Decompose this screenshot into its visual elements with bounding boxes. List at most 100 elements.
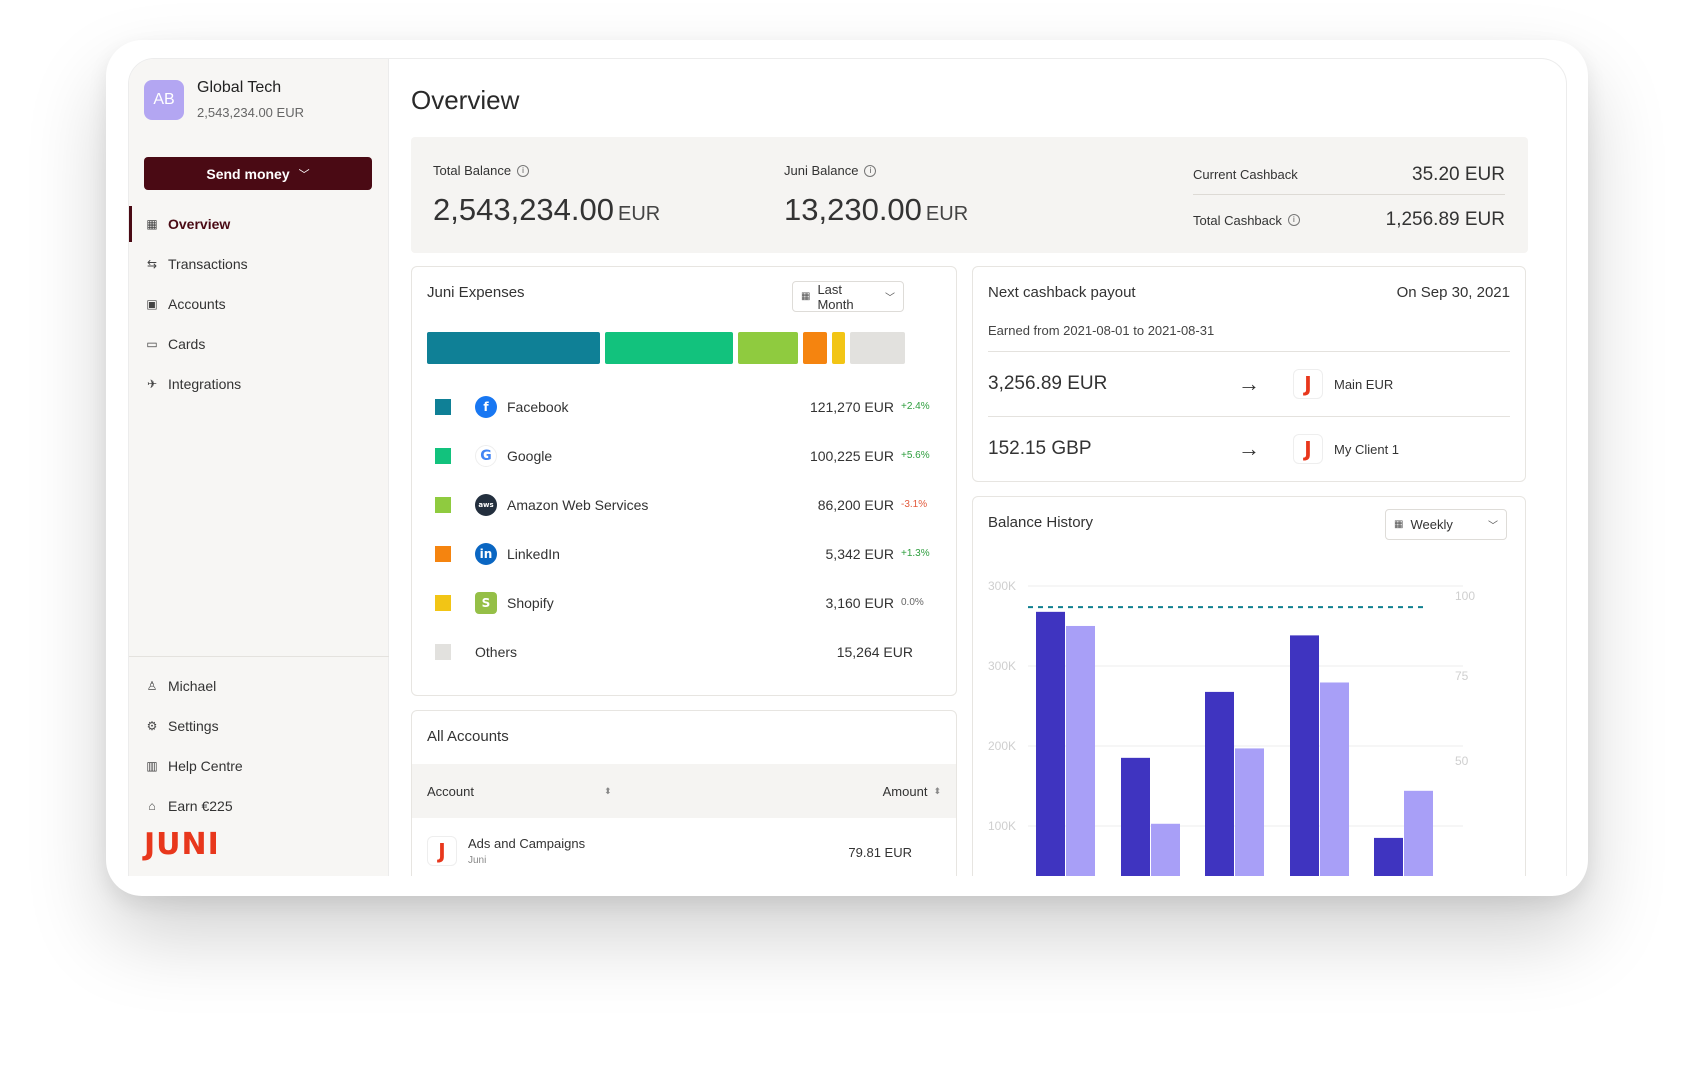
expenses-card: Juni Expenses ▦ Last Month ﹀ f Facebook 12… (411, 266, 957, 696)
sidebar-item-help[interactable]: ▥ Help Centre (129, 746, 389, 786)
cashback-payout-card: Next cashback payout On Sep 30, 2021 Ear… (972, 266, 1526, 482)
sidebar-item-label: Earn €225 (168, 798, 233, 814)
divider (988, 351, 1510, 352)
chart-bar[interactable] (1320, 682, 1349, 876)
expense-bar-segment (738, 332, 798, 364)
balance-history-chart: 300K 300K 200K 100K 100 75 50 (988, 579, 1475, 876)
sidebar-item-label: Accounts (168, 296, 226, 312)
list-item[interactable]: S Shopify 3,160 EUR 0.0% (427, 578, 927, 627)
sort-icon[interactable]: ⬍ (933, 785, 941, 796)
main-nav: ▦ Overview ⇆ Transactions ▣ Accounts ▭ Cards ✈ In… (129, 204, 389, 404)
chart-bar[interactable] (1374, 837, 1403, 876)
expense-change: +1.3% (901, 548, 930, 559)
calendar-icon: ▦ (801, 291, 811, 302)
expense-change: 0.0% (901, 597, 924, 608)
arrow-right-icon: → (1238, 436, 1260, 461)
expense-bar-segment (832, 332, 845, 364)
history-period-dropdown[interactable]: ▦ Weekly ﹀ (1385, 509, 1507, 540)
sidebar-item-cards[interactable]: ▭ Cards (129, 324, 389, 364)
organization-switcher[interactable]: AB Global Tech 2,543,234.00 EUR (144, 79, 304, 120)
amount-column-header[interactable]: Amount ⬍ (883, 784, 941, 799)
sidebar-item-integrations[interactable]: ✈ Integrations (129, 364, 389, 404)
payout-account[interactable]: My Client 1 (1334, 441, 1400, 457)
sidebar-item-michael[interactable]: ♙ Michael (129, 666, 389, 706)
list-item[interactable]: G Google 100,225 EUR +5.6% (427, 431, 930, 480)
send-money-button[interactable]: Send money ﹀ (144, 157, 372, 190)
y-tick-label: 200K (988, 739, 1016, 753)
table-row[interactable]: J Ads and Campaigns Juni 79.81 EUR (427, 831, 927, 871)
juni-balance-value: 13,230.00 (784, 192, 922, 227)
chart-bar[interactable] (1121, 757, 1150, 876)
divider (988, 416, 1510, 417)
chart-bar[interactable] (1290, 635, 1319, 876)
juni-account-icon: J (1293, 369, 1323, 399)
expenses-list: f Facebook 121,270 EUR +2.4% G Google 100,225 … (427, 382, 930, 676)
cashback-summary: Current Cashback 35.20 EUR Total Cashbac… (1193, 155, 1505, 239)
payout-account[interactable]: Main EUR (1334, 376, 1394, 392)
y2-tick-label: 50 (1455, 754, 1469, 768)
chevron-down-icon: ﹀ (1488, 521, 1498, 532)
main-content: Overview Total Balance i 2,543,234.00 EUR… (389, 59, 1566, 876)
sidebar-item-label: Help Centre (168, 758, 243, 774)
account-column-header[interactable]: Account (427, 784, 474, 799)
account-amount: 79.81 EUR (848, 845, 912, 860)
chevron-down-icon: ﹀ (298, 168, 310, 181)
chart-bar[interactable] (1205, 691, 1234, 876)
info-icon[interactable]: i (517, 164, 530, 177)
expense-change: +5.6% (901, 450, 930, 461)
accounts-table-header: Account ⬍ Amount ⬍ (412, 764, 956, 818)
chart-bar[interactable] (1066, 625, 1095, 876)
sidebar-item-settings[interactable]: ⚙ Settings (129, 706, 389, 746)
expense-name: Google (507, 447, 553, 464)
juni-balance: Juni Balance i 13,230.00 EUR (784, 163, 968, 228)
shopify-icon: S (475, 591, 497, 614)
list-item[interactable]: Others 15,264 EUR (427, 627, 927, 676)
balance-summary: Total Balance i 2,543,234.00 EUR Juni Bal… (411, 137, 1528, 253)
chart-bar[interactable] (1036, 611, 1065, 876)
sidebar-divider (129, 656, 389, 657)
total-balance-value: 2,543,234.00 (433, 192, 615, 227)
list-item[interactable]: f Facebook 121,270 EUR +2.4% (427, 382, 930, 431)
sidebar-item-transactions[interactable]: ⇆ Transactions (129, 244, 389, 284)
account-icon: ▣ (146, 297, 158, 311)
sidebar-item-label: Michael (168, 678, 217, 694)
facebook-icon: f (475, 395, 497, 418)
balance-history-card: Balance History ▦ Weekly ﹀ 300K 300K 200K 1… (972, 496, 1526, 876)
payout-date: On Sep 30, 2021 (1396, 284, 1510, 301)
total-balance-label: Total Balance (433, 163, 512, 178)
expense-amount: 100,225 EUR (809, 447, 894, 464)
book-icon: ▥ (146, 759, 158, 773)
expenses-distribution-bar (427, 332, 905, 364)
list-item[interactable]: in LinkedIn 5,342 EUR +1.3% (427, 529, 930, 578)
juni-account-icon: J (1293, 434, 1323, 464)
arrow-right-icon: → (1238, 371, 1260, 396)
info-icon[interactable]: i (1287, 214, 1300, 226)
y-tick-label: 100K (988, 819, 1016, 833)
linkedin-icon: in (475, 542, 497, 565)
sidebar-item-earn[interactable]: ⌂ Earn €225 (129, 786, 389, 826)
info-icon[interactable]: i (864, 164, 877, 177)
account-sub: Juni (468, 855, 487, 866)
y-tick-label: 300K (988, 659, 1016, 673)
sidebar-item-overview[interactable]: ▦ Overview (129, 204, 389, 244)
total-cashback-label: Total Cashback (1193, 212, 1282, 228)
sidebar-item-accounts[interactable]: ▣ Accounts (129, 284, 389, 324)
total-balance: Total Balance i 2,543,234.00 EUR (433, 163, 660, 228)
current-cashback-value: 35.20 EUR (1412, 163, 1505, 185)
period-dropdown[interactable]: ▦ Last Month ﹀ (792, 281, 904, 312)
y2-tick-label: 75 (1455, 669, 1469, 683)
app-window: AB Global Tech 2,543,234.00 EUR Send mon… (128, 58, 1567, 876)
expense-change: +2.4% (901, 401, 930, 412)
list-item[interactable]: aws Amazon Web Services 86,200 EUR -3.1% (427, 480, 927, 529)
chart-bar[interactable] (1404, 790, 1433, 876)
expense-amount: 15,264 EUR (836, 643, 913, 660)
all-accounts-title: All Accounts (427, 728, 509, 745)
history-period-value: Weekly (1410, 517, 1453, 532)
chart-bar[interactable] (1151, 823, 1180, 876)
period-value: Last Month (817, 281, 854, 312)
chart-bar[interactable] (1235, 748, 1264, 876)
legend-swatch (435, 447, 451, 464)
juni-account-icon: J (427, 836, 457, 866)
sort-icon[interactable]: ⬍ (604, 785, 612, 796)
payout-period: Earned from 2021-08-01 to 2021-08-31 (988, 323, 1215, 338)
